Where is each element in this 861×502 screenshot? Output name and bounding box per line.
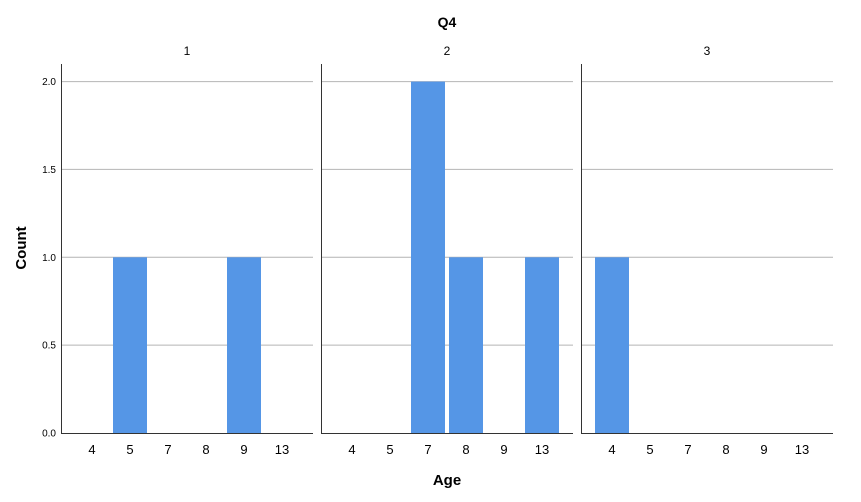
panel-label: 2 <box>444 44 451 58</box>
plot-area: 0.0 0.5 1.0 1.5 2.0 1 4 5 7 8 9 13 2 4 5 7 8 9 13 3 4 5 7 8 9 13 <box>42 44 833 457</box>
x-tick-label: 5 <box>646 442 653 457</box>
x-tick-label: 7 <box>424 442 431 457</box>
x-tick-label: 8 <box>462 442 469 457</box>
x-tick-label: 13 <box>275 442 289 457</box>
x-tick-label: 13 <box>535 442 549 457</box>
y-tick-label: 0.0 <box>42 429 56 440</box>
x-tick-label: 4 <box>348 442 355 457</box>
x-tick-label: 9 <box>240 442 247 457</box>
y-axis-label: Count <box>13 226 30 269</box>
bar <box>411 81 445 434</box>
y-tick-label: 1.5 <box>42 165 56 176</box>
x-tick-label: 9 <box>500 442 507 457</box>
panel-label: 3 <box>704 44 711 58</box>
chart-title: Q4 <box>438 14 457 30</box>
y-tick-label: 1.0 <box>42 253 56 264</box>
x-tick-label: 7 <box>164 442 171 457</box>
bar <box>227 257 261 433</box>
x-tick-label: 4 <box>88 442 95 457</box>
y-tick-label: 2.0 <box>42 77 56 88</box>
bar <box>595 257 629 433</box>
x-tick-label: 13 <box>795 442 809 457</box>
bar <box>113 257 147 433</box>
x-tick-label: 8 <box>202 442 209 457</box>
y-tick-label: 0.5 <box>42 341 56 352</box>
x-tick-label: 7 <box>684 442 691 457</box>
x-axis-label: Age <box>433 472 461 489</box>
x-tick-label: 4 <box>608 442 615 457</box>
x-tick-label: 8 <box>722 442 729 457</box>
panel-label: 1 <box>184 44 191 58</box>
x-tick-label: 5 <box>126 442 133 457</box>
x-tick-label: 9 <box>760 442 767 457</box>
bar <box>449 257 483 433</box>
x-tick-label: 5 <box>386 442 393 457</box>
bar <box>525 257 559 433</box>
